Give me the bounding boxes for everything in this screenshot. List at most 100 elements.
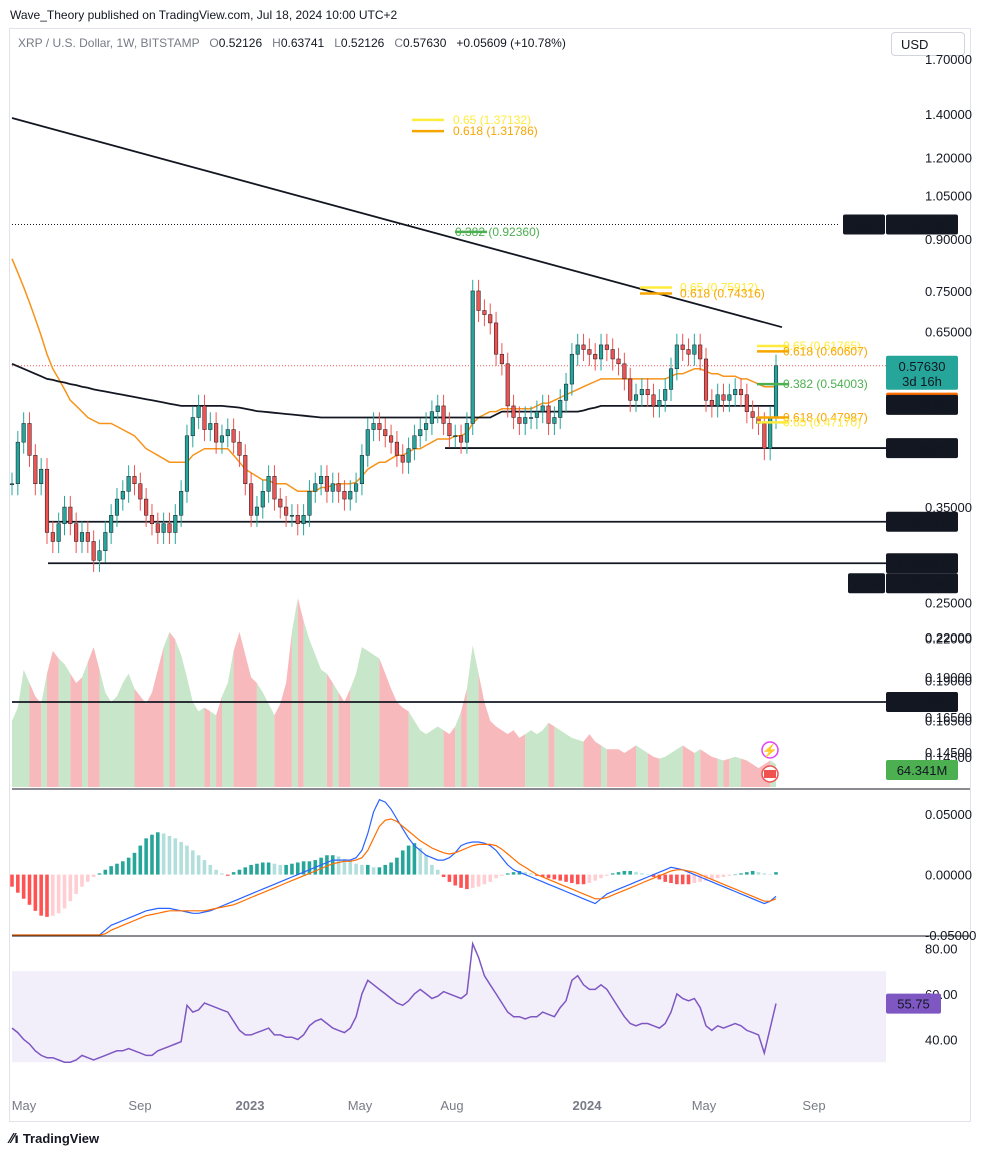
macd-histogram-bar bbox=[389, 862, 393, 875]
lightning-icon bbox=[761, 741, 779, 759]
candle-body bbox=[762, 423, 767, 449]
candle-body bbox=[628, 378, 633, 401]
macd-histogram-bar bbox=[377, 867, 382, 875]
macd-histogram-bar bbox=[750, 870, 755, 875]
macd-histogram-bar bbox=[628, 870, 632, 875]
macd-histogram-bar bbox=[231, 872, 236, 875]
candle-body bbox=[429, 411, 434, 424]
us-flag-icon-stripes bbox=[764, 770, 776, 778]
macd-histogram-bar bbox=[727, 874, 732, 876]
macd-histogram-bar bbox=[167, 835, 172, 875]
candle-body bbox=[511, 405, 516, 418]
candle-body bbox=[657, 400, 662, 407]
macd-histogram-bar bbox=[225, 874, 230, 876]
macd-histogram-bar bbox=[115, 863, 119, 875]
candle-body bbox=[249, 483, 254, 516]
macd-histogram-bar bbox=[161, 833, 166, 875]
fib-label: 0.65 (0.47170) bbox=[783, 415, 861, 429]
macd-histogram-bar bbox=[86, 874, 90, 882]
time-axis-label: Sep bbox=[128, 1098, 151, 1113]
candle-body bbox=[464, 423, 469, 443]
ma-price-tag: 0.52345 bbox=[899, 398, 946, 413]
candle-body bbox=[202, 405, 207, 430]
time-axis-label: May bbox=[348, 1098, 373, 1113]
macd-histogram-bar bbox=[342, 858, 347, 875]
tradingview-logo[interactable]: ⁄⁄ı TradingView bbox=[10, 1131, 99, 1147]
macd-histogram-bar bbox=[68, 874, 73, 902]
candle-body bbox=[68, 506, 73, 524]
fib-label: 0.65 (1.37132) bbox=[453, 113, 531, 127]
fib-label: 0.65 (0.75912) bbox=[680, 281, 758, 295]
macd-histogram-bar bbox=[546, 874, 551, 879]
candle-body bbox=[44, 468, 50, 533]
macd-histogram-bar bbox=[237, 869, 242, 875]
candle-body bbox=[668, 368, 674, 390]
low-label: L bbox=[334, 36, 341, 50]
price-axis-tick: 0.19000 bbox=[925, 673, 972, 688]
volume-axis-tick: 0.22000 bbox=[925, 630, 972, 645]
macd-histogram-bar bbox=[249, 864, 253, 875]
candle-body bbox=[639, 389, 644, 396]
candle-body bbox=[733, 389, 738, 396]
macd-histogram-bar bbox=[651, 874, 656, 877]
support-level-tag-bg bbox=[886, 438, 958, 459]
candle-body bbox=[237, 441, 242, 456]
macd-histogram-bar bbox=[756, 872, 761, 875]
close-value: 0.57630 bbox=[403, 36, 447, 50]
macd-histogram-bar bbox=[336, 856, 341, 875]
candle-body bbox=[593, 353, 598, 360]
symbol-name[interactable]: XRP / U.S. Dollar, 1W, BITSTAMP bbox=[18, 36, 200, 50]
candle-body bbox=[138, 483, 143, 500]
candle-body bbox=[161, 523, 166, 533]
candle-body bbox=[558, 400, 563, 418]
candle-body bbox=[33, 455, 38, 484]
macd-histogram-bar bbox=[640, 873, 644, 875]
macd-histogram-bar bbox=[529, 873, 533, 875]
support-level-tag-bg bbox=[886, 511, 958, 532]
volume-axis-tick: 0.19000 bbox=[925, 670, 972, 685]
low-label-tag: Low bbox=[855, 576, 879, 591]
candle-body bbox=[190, 417, 195, 437]
macd-histogram-bar bbox=[144, 838, 148, 875]
candle-body bbox=[85, 532, 90, 542]
candle-body bbox=[564, 383, 569, 401]
volume-area-up bbox=[12, 598, 776, 787]
macd-histogram-bar bbox=[774, 872, 778, 875]
price-axis-tick: 0.16500 bbox=[925, 713, 972, 728]
time-axis-label: Sep bbox=[802, 1098, 825, 1113]
macd-line bbox=[12, 798, 777, 936]
high-value-tag: 0.94799 bbox=[899, 218, 946, 233]
low-label-tag-bg bbox=[848, 573, 885, 594]
volume-value-tag: 64.341M bbox=[897, 763, 948, 778]
time-axis-label: May bbox=[692, 1098, 717, 1113]
candle-body bbox=[272, 476, 277, 500]
macd-histogram-bar bbox=[51, 874, 55, 916]
fib-label: 0.618 (0.47987) bbox=[783, 411, 868, 425]
macd-histogram-bar bbox=[33, 874, 38, 911]
macd-histogram-bar bbox=[173, 838, 178, 875]
currency-button[interactable]: USD bbox=[891, 32, 965, 56]
macd-histogram-bar bbox=[634, 872, 638, 875]
volume-level-tag-bg bbox=[886, 692, 958, 712]
ma-price-tag-bg bbox=[886, 394, 958, 415]
candle-body bbox=[254, 506, 259, 516]
macd-histogram-bar bbox=[430, 864, 434, 875]
open-value: 0.52126 bbox=[218, 36, 263, 50]
macd-histogram-bar bbox=[126, 857, 131, 875]
candle-body bbox=[616, 358, 621, 365]
candle-body bbox=[534, 411, 539, 418]
macd-histogram-bar bbox=[150, 834, 154, 875]
tradingview-logo-icon: ⁄⁄ı bbox=[10, 1132, 19, 1147]
candle-body bbox=[441, 405, 446, 424]
candle-body bbox=[383, 429, 388, 437]
candle-body bbox=[155, 523, 160, 533]
price-axis-tick: 0.65000 bbox=[925, 325, 972, 340]
macd-histogram-bar bbox=[360, 864, 364, 875]
candle-body bbox=[196, 405, 201, 418]
macd-histogram-bar bbox=[109, 866, 113, 875]
macd-histogram-bar bbox=[593, 874, 598, 881]
time-axis-label: 2024 bbox=[573, 1098, 603, 1113]
rsi-axis-tick: 40.00 bbox=[925, 1032, 958, 1047]
macd-histogram-bar bbox=[260, 862, 265, 875]
